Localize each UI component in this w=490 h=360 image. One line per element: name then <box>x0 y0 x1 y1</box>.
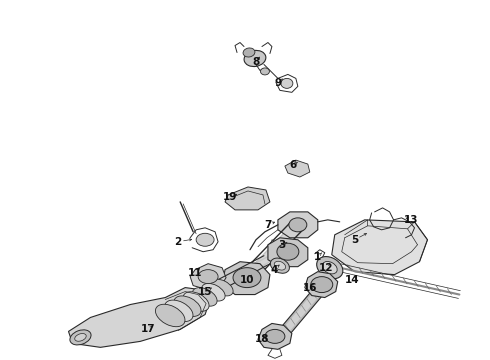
Polygon shape <box>305 272 338 298</box>
Ellipse shape <box>174 296 201 316</box>
Text: 1: 1 <box>314 252 321 262</box>
Text: 15: 15 <box>198 287 212 297</box>
Polygon shape <box>190 264 226 289</box>
Ellipse shape <box>243 48 255 57</box>
Ellipse shape <box>193 288 217 306</box>
Ellipse shape <box>244 50 266 67</box>
Text: 2: 2 <box>174 237 182 247</box>
Ellipse shape <box>198 270 218 284</box>
Ellipse shape <box>311 276 333 293</box>
Text: 18: 18 <box>255 334 269 345</box>
Ellipse shape <box>165 300 193 321</box>
Text: 17: 17 <box>141 324 156 334</box>
Text: 12: 12 <box>318 263 333 273</box>
Polygon shape <box>332 220 427 275</box>
Ellipse shape <box>322 261 337 274</box>
Text: 4: 4 <box>270 265 278 275</box>
Polygon shape <box>225 187 270 210</box>
Polygon shape <box>272 240 280 267</box>
Text: 7: 7 <box>264 220 271 230</box>
Ellipse shape <box>265 329 285 343</box>
Text: 6: 6 <box>289 160 296 170</box>
Ellipse shape <box>74 333 86 341</box>
Ellipse shape <box>261 68 270 75</box>
Ellipse shape <box>270 258 290 273</box>
Text: 8: 8 <box>252 58 260 67</box>
Ellipse shape <box>317 257 343 279</box>
Ellipse shape <box>202 283 225 301</box>
Ellipse shape <box>183 292 209 311</box>
Text: 5: 5 <box>351 235 358 245</box>
Ellipse shape <box>211 279 233 296</box>
Polygon shape <box>69 288 210 347</box>
Text: 19: 19 <box>223 192 237 202</box>
Ellipse shape <box>289 218 307 232</box>
Polygon shape <box>258 323 292 349</box>
Polygon shape <box>222 262 270 294</box>
Ellipse shape <box>274 261 286 270</box>
Text: 3: 3 <box>278 240 286 250</box>
Ellipse shape <box>155 304 185 327</box>
Ellipse shape <box>281 78 293 88</box>
Text: 11: 11 <box>188 267 202 278</box>
Text: 13: 13 <box>404 215 419 225</box>
Text: 16: 16 <box>302 283 317 293</box>
Ellipse shape <box>233 268 261 288</box>
Polygon shape <box>268 238 308 267</box>
Ellipse shape <box>277 243 299 260</box>
Polygon shape <box>278 212 318 238</box>
Text: 9: 9 <box>274 78 281 88</box>
Ellipse shape <box>70 330 91 345</box>
Text: 14: 14 <box>344 275 359 285</box>
Ellipse shape <box>196 233 214 246</box>
Polygon shape <box>285 160 310 177</box>
Text: 10: 10 <box>240 275 254 285</box>
